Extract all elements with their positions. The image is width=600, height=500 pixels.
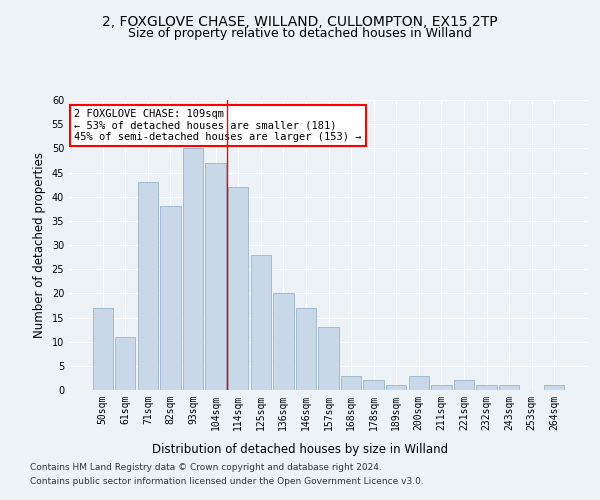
Bar (296, 308, 316, 390)
Bar (544, 385, 565, 390)
Bar (228, 187, 248, 390)
Y-axis label: Number of detached properties: Number of detached properties (33, 152, 46, 338)
Bar (454, 380, 474, 390)
Bar (115, 337, 136, 390)
Bar (386, 385, 406, 390)
Bar (92, 308, 113, 390)
Bar (476, 385, 497, 390)
Bar (273, 294, 293, 390)
Bar (319, 327, 338, 390)
Bar (160, 206, 181, 390)
Bar (499, 385, 519, 390)
Bar (431, 385, 452, 390)
Text: Contains public sector information licensed under the Open Government Licence v3: Contains public sector information licen… (30, 478, 424, 486)
Bar (205, 163, 226, 390)
Bar (409, 376, 429, 390)
Bar (138, 182, 158, 390)
Bar (251, 254, 271, 390)
Text: Distribution of detached houses by size in Willand: Distribution of detached houses by size … (152, 442, 448, 456)
Bar (183, 148, 203, 390)
Text: Size of property relative to detached houses in Willand: Size of property relative to detached ho… (128, 28, 472, 40)
Text: 2, FOXGLOVE CHASE, WILLAND, CULLOMPTON, EX15 2TP: 2, FOXGLOVE CHASE, WILLAND, CULLOMPTON, … (102, 15, 498, 29)
Text: 2 FOXGLOVE CHASE: 109sqm
← 53% of detached houses are smaller (181)
45% of semi-: 2 FOXGLOVE CHASE: 109sqm ← 53% of detach… (74, 108, 362, 142)
Bar (341, 376, 361, 390)
Bar (364, 380, 384, 390)
Text: Contains HM Land Registry data © Crown copyright and database right 2024.: Contains HM Land Registry data © Crown c… (30, 462, 382, 471)
